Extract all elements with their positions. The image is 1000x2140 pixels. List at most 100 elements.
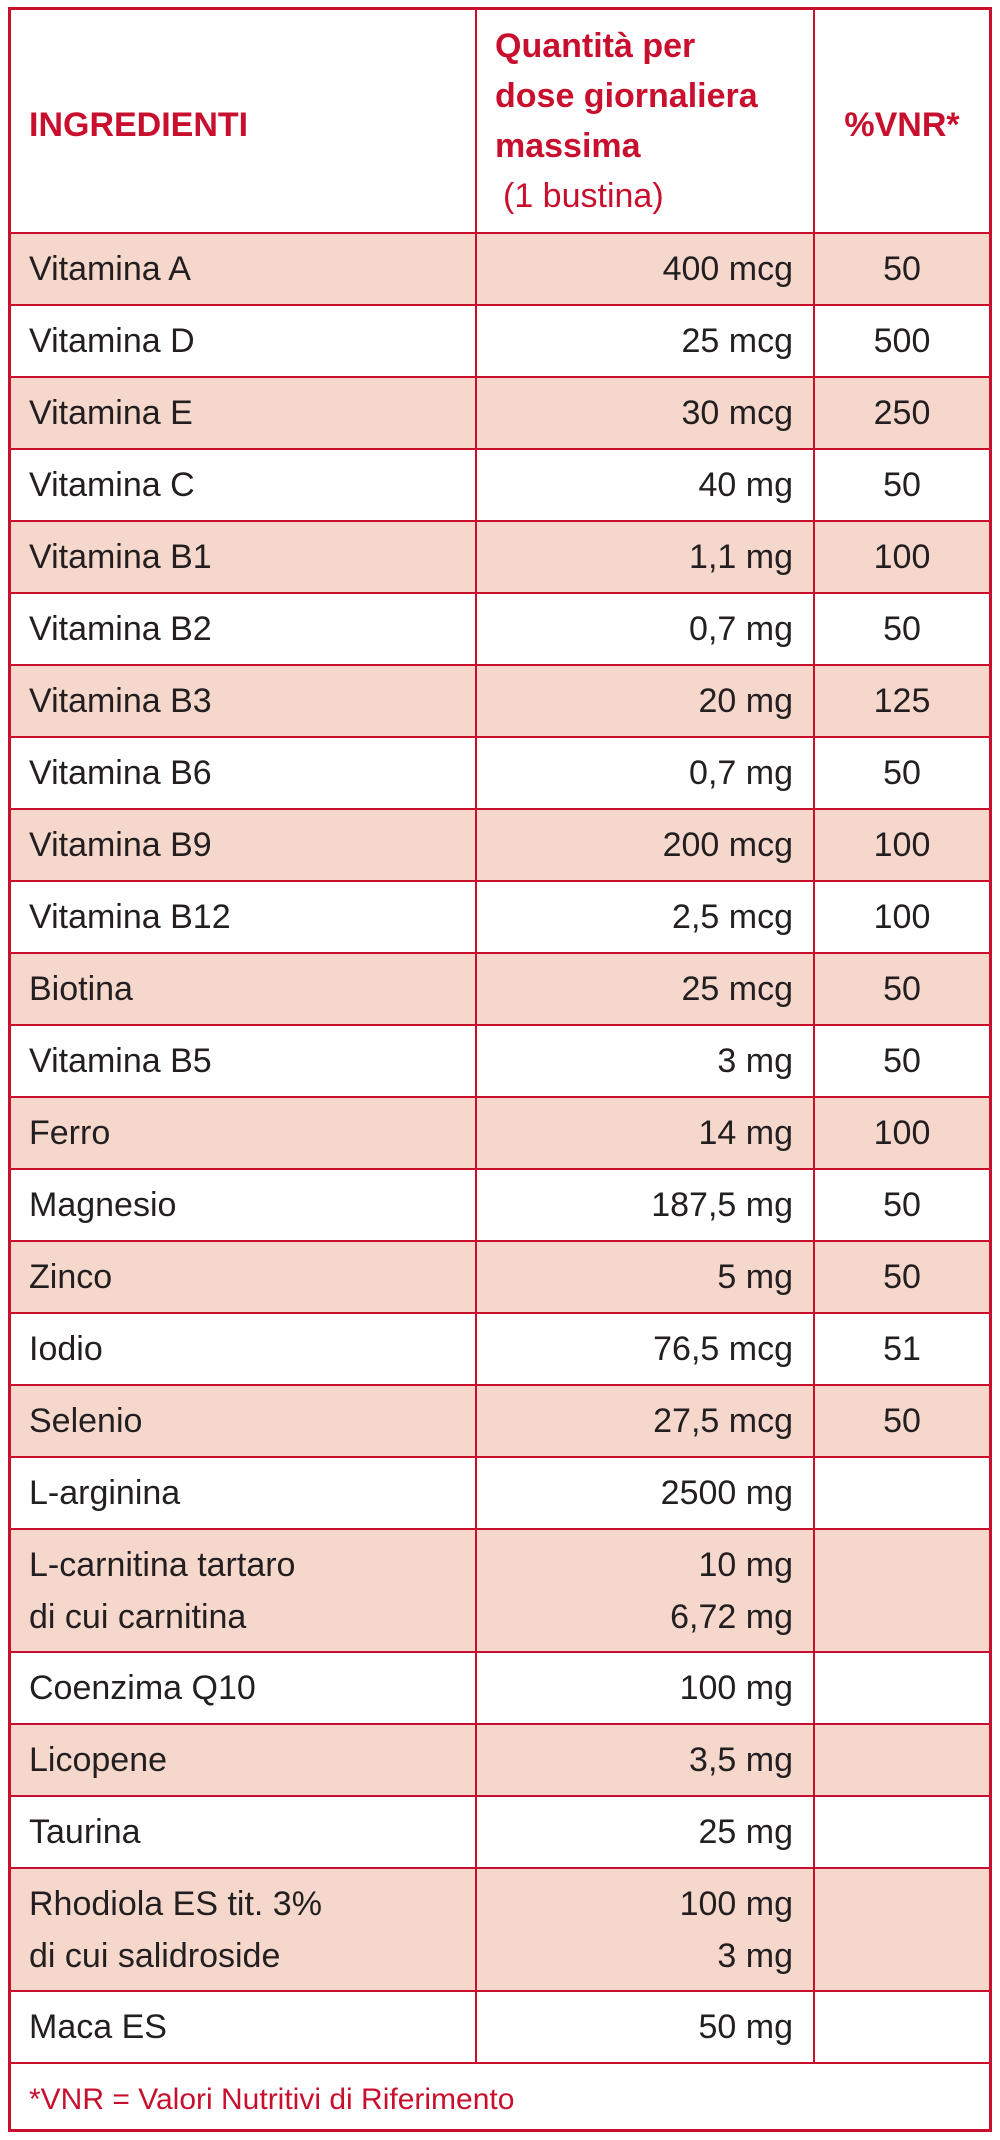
ingredient-quantity-cell: 40 mg bbox=[475, 448, 815, 522]
ingredient-quantity-text: 0,7 mg bbox=[689, 754, 793, 792]
header-quantity-line-3: massima bbox=[495, 127, 641, 165]
table-row: Iodio 76,5 mcg 51 bbox=[11, 1312, 989, 1386]
ingredient-quantity-text: 6,72 mg bbox=[670, 1597, 793, 1636]
ingredient-vnr-cell: 50 bbox=[813, 952, 989, 1026]
ingredient-name-cell: Maca ES bbox=[11, 1990, 477, 2064]
ingredient-name-cell: Vitamina A bbox=[11, 232, 477, 306]
table-row: Ferro 14 mg 100 bbox=[11, 1096, 989, 1170]
table-row: Vitamina B2 0,7 mg 50 bbox=[11, 592, 989, 666]
ingredient-quantity-text: 10 mg bbox=[698, 1545, 794, 1584]
table-row: Rhodiola ES tit. 3% di cui salidroside 100… bbox=[11, 1867, 989, 1992]
ingredient-quantity-cell: 0,7 mg bbox=[475, 736, 815, 810]
table-row: Vitamina B12 2,5 mcg 100 bbox=[11, 880, 989, 954]
ingredient-vnr-cell: 51 bbox=[813, 1312, 989, 1386]
ingredient-vnr-cell bbox=[813, 1528, 989, 1653]
ingredient-name-text: Vitamina B5 bbox=[29, 1042, 212, 1080]
ingredient-name-text: Biotina bbox=[29, 970, 133, 1008]
table-row: Vitamina E 30 mcg 250 bbox=[11, 376, 989, 450]
ingredient-vnr-cell: 50 bbox=[813, 1168, 989, 1242]
ingredient-name-cell: Zinco bbox=[11, 1240, 477, 1314]
ingredient-vnr-cell bbox=[813, 1795, 989, 1869]
table-header-row: INGREDIENTI Quantità per dose giornalier… bbox=[11, 10, 989, 234]
ingredient-name-text: Ferro bbox=[29, 1114, 111, 1152]
ingredient-name-text: di cui salidroside bbox=[29, 1936, 281, 1975]
ingredient-name-text: Vitamina D bbox=[29, 322, 195, 360]
header-vnr: %VNR* bbox=[813, 10, 989, 234]
ingredient-name-text: Zinco bbox=[29, 1258, 113, 1296]
ingredient-quantity-text: 3,5 mg bbox=[689, 1741, 793, 1779]
ingredient-vnr-cell: 50 bbox=[813, 232, 989, 306]
ingredient-vnr-cell: 125 bbox=[813, 664, 989, 738]
ingredient-name-cell: Ferro bbox=[11, 1096, 477, 1170]
ingredient-vnr-cell: 50 bbox=[813, 1024, 989, 1098]
ingredient-name-text: Rhodiola ES tit. 3% bbox=[29, 1884, 322, 1923]
ingredient-quantity-text: 400 mcg bbox=[662, 250, 793, 288]
ingredient-vnr-cell bbox=[813, 1456, 989, 1530]
ingredient-quantity-cell: 1,1 mg bbox=[475, 520, 815, 594]
header-quantity-line-1: Quantità per bbox=[495, 27, 696, 65]
table-row: Vitamina B9 200 mcg 100 bbox=[11, 808, 989, 882]
footnote-row: *VNR = Valori Nutritivi di Riferimento bbox=[11, 2062, 989, 2136]
ingredient-quantity-text: 5 mg bbox=[717, 1258, 793, 1296]
ingredient-name-text: Vitamina B1 bbox=[29, 538, 212, 576]
ingredient-name-text: Iodio bbox=[29, 1330, 103, 1368]
table-row: Vitamina B1 1,1 mg 100 bbox=[11, 520, 989, 594]
ingredient-name-text: Vitamina B6 bbox=[29, 754, 212, 792]
ingredient-name-cell: Vitamina D bbox=[11, 304, 477, 378]
ingredient-quantity-cell: 0,7 mg bbox=[475, 592, 815, 666]
ingredient-name-cell: Vitamina B2 bbox=[11, 592, 477, 666]
ingredient-quantity-text: 50 mg bbox=[698, 2008, 794, 2046]
ingredient-vnr-cell bbox=[813, 1867, 989, 1992]
ingredient-vnr-cell bbox=[813, 1723, 989, 1797]
table-row: L-carnitina tartaro di cui carnitina 10 mg… bbox=[11, 1528, 989, 1653]
table-row: Vitamina B6 0,7 mg 50 bbox=[11, 736, 989, 810]
table-row: Zinco 5 mg 50 bbox=[11, 1240, 989, 1314]
ingredient-quantity-text: 2500 mg bbox=[660, 1474, 793, 1512]
ingredient-name-text: Selenio bbox=[29, 1402, 143, 1440]
ingredient-quantity-cell: 25 mg bbox=[475, 1795, 815, 1869]
ingredient-quantity-text: 3 mg bbox=[717, 1042, 793, 1080]
ingredient-quantity-cell: 187,5 mg bbox=[475, 1168, 815, 1242]
ingredient-quantity-cell: 5 mg bbox=[475, 1240, 815, 1314]
table-row: Biotina 25 mcg 50 bbox=[11, 952, 989, 1026]
ingredient-quantity-cell: 2,5 mcg bbox=[475, 880, 815, 954]
ingredient-name-cell: Vitamina B12 bbox=[11, 880, 477, 954]
ingredient-name-cell: Vitamina B5 bbox=[11, 1024, 477, 1098]
ingredient-quantity-text: 25 mcg bbox=[681, 970, 794, 1008]
table-row: Vitamina D 25 mcg 500 bbox=[11, 304, 989, 378]
ingredient-name-text: di cui carnitina bbox=[29, 1597, 247, 1636]
ingredient-name-cell: Magnesio bbox=[11, 1168, 477, 1242]
ingredient-quantity-text: 25 mg bbox=[698, 1813, 794, 1851]
ingredient-name-text: Coenzima Q10 bbox=[29, 1669, 256, 1707]
ingredient-name-cell: Rhodiola ES tit. 3% di cui salidroside bbox=[11, 1867, 477, 1992]
ingredient-quantity-cell: 76,5 mcg bbox=[475, 1312, 815, 1386]
ingredient-name-cell: L-arginina bbox=[11, 1456, 477, 1530]
ingredient-quantity-cell: 400 mcg bbox=[475, 232, 815, 306]
ingredient-quantity-text: 0,7 mg bbox=[689, 610, 793, 648]
ingredient-name-text: Maca ES bbox=[29, 2008, 167, 2046]
ingredient-quantity-text: 1,1 mg bbox=[689, 538, 793, 576]
ingredient-name-text: Vitamina B3 bbox=[29, 682, 212, 720]
ingredient-quantity-cell: 200 mcg bbox=[475, 808, 815, 882]
ingredient-vnr-cell: 500 bbox=[813, 304, 989, 378]
ingredient-quantity-cell: 25 mcg bbox=[475, 952, 815, 1026]
table-row: Coenzima Q10 100 mg bbox=[11, 1651, 989, 1725]
ingredient-name-cell: Licopene bbox=[11, 1723, 477, 1797]
ingredient-quantity-cell: 27,5 mcg bbox=[475, 1384, 815, 1458]
table-row: Maca ES 50 mg bbox=[11, 1990, 989, 2064]
table-row: Vitamina B5 3 mg 50 bbox=[11, 1024, 989, 1098]
ingredient-name-cell: L-carnitina tartaro di cui carnitina bbox=[11, 1528, 477, 1653]
ingredient-name-cell: Vitamina E bbox=[11, 376, 477, 450]
ingredient-vnr-cell: 50 bbox=[813, 736, 989, 810]
ingredient-name-cell: Vitamina B6 bbox=[11, 736, 477, 810]
ingredient-name-text: Licopene bbox=[29, 1741, 168, 1779]
ingredient-name-cell: Taurina bbox=[11, 1795, 477, 1869]
ingredient-quantity-cell: 3 mg bbox=[475, 1024, 815, 1098]
header-quantity-subtitle: (1 bustina) bbox=[503, 177, 664, 215]
header-quantity-line-2: dose giornaliera bbox=[495, 77, 758, 115]
ingredient-name-cell: Vitamina C bbox=[11, 448, 477, 522]
ingredient-vnr-cell: 50 bbox=[813, 1240, 989, 1314]
ingredients-table: INGREDIENTI Quantità per dose giornalier… bbox=[11, 10, 989, 2136]
ingredient-quantity-text: 200 mcg bbox=[662, 826, 793, 864]
ingredient-quantity-cell: 50 mg bbox=[475, 1990, 815, 2064]
